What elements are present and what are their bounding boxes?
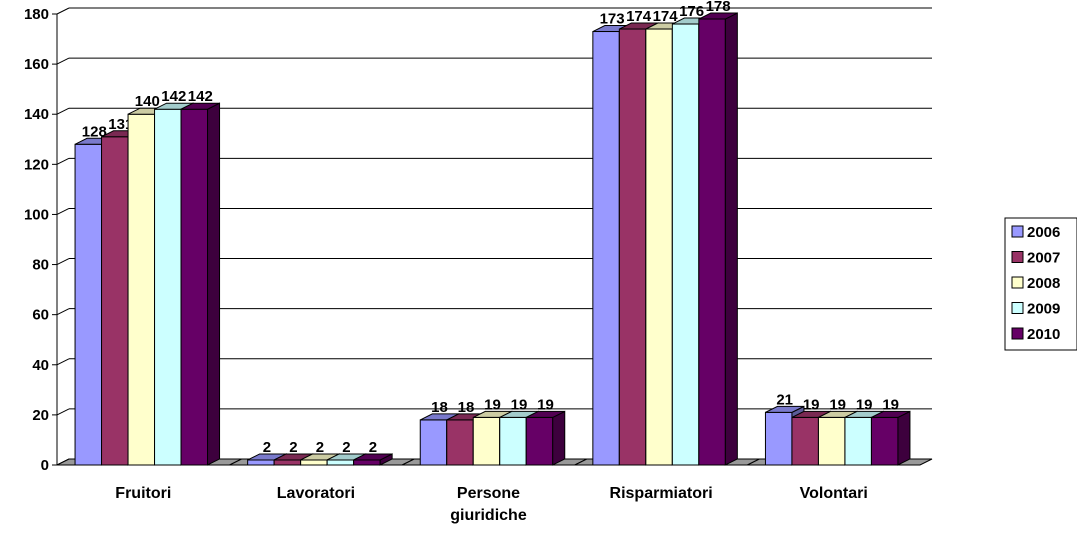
gridline-depth	[56, 207, 70, 215]
x-tick-label: Risparmiatori	[610, 485, 713, 502]
bar	[180, 108, 209, 466]
gridline-depth	[56, 57, 70, 65]
legend-swatch	[1011, 225, 1024, 238]
bar	[127, 113, 156, 466]
bar	[74, 143, 103, 466]
bar	[499, 416, 527, 466]
bar-side	[552, 410, 566, 466]
data-label: 19	[856, 396, 873, 413]
x-tick-label: Lavoratori	[277, 485, 355, 502]
bar	[472, 416, 501, 466]
bar	[618, 28, 647, 466]
y-tick-label: 20	[32, 407, 49, 424]
y-tick-label: 140	[24, 106, 49, 123]
y-tick-label: 40	[32, 357, 49, 374]
data-label: 2	[316, 439, 324, 456]
y-tick-label: 80	[32, 257, 49, 274]
gridline-depth	[56, 107, 70, 115]
x-tick-label: Persone giuridiche	[450, 485, 527, 524]
bar-top	[180, 102, 220, 110]
bar	[247, 459, 275, 466]
data-label: 19	[537, 396, 554, 413]
legend-swatch	[1011, 302, 1024, 314]
data-label: 19	[803, 396, 820, 413]
data-label: 2	[289, 439, 297, 456]
bar	[817, 416, 846, 466]
bar	[419, 419, 448, 466]
bar-top	[871, 410, 911, 418]
data-label: 142	[161, 88, 186, 105]
gridline-depth	[56, 358, 70, 366]
data-label: 18	[431, 399, 448, 416]
y-tick-label: 60	[32, 307, 49, 324]
bar	[326, 459, 355, 466]
bar	[645, 28, 673, 466]
data-label: 19	[882, 396, 899, 413]
bar	[764, 411, 793, 466]
x-tick-label: Fruitori	[115, 485, 171, 502]
bar-side	[207, 102, 221, 466]
data-label: 18	[458, 399, 475, 416]
bar	[525, 416, 554, 466]
data-label: 140	[135, 93, 160, 110]
legend-entry: 2009	[1027, 301, 1060, 318]
bar	[698, 18, 726, 466]
gridline-depth	[56, 258, 70, 266]
data-label: 2	[342, 439, 350, 456]
data-label: 19	[484, 396, 501, 413]
data-label: 176	[679, 3, 704, 20]
bar-top	[526, 410, 565, 418]
y-tick-label: 160	[24, 56, 49, 73]
bar-top	[353, 453, 393, 461]
bar	[791, 416, 819, 466]
bar	[300, 459, 328, 466]
gridline-depth	[56, 7, 70, 15]
data-label: 131	[108, 116, 133, 133]
data-label: 174	[653, 8, 679, 25]
bar	[101, 136, 129, 466]
y-tick-label: 120	[24, 156, 49, 173]
bar	[870, 416, 899, 466]
legend-entry: 2006	[1027, 224, 1060, 241]
bar-top	[765, 405, 805, 413]
data-label: 19	[511, 396, 528, 413]
gridline-depth	[56, 408, 70, 416]
y-tick-label: 100	[24, 206, 49, 223]
bar	[273, 459, 302, 466]
legend-swatch	[1011, 327, 1024, 340]
y-tick-label: 180	[24, 6, 49, 23]
y-tick-label: 0	[41, 457, 49, 474]
data-label: 128	[82, 123, 107, 140]
legend-entry: 2010	[1027, 326, 1060, 343]
legend-entry: 2008	[1027, 275, 1060, 292]
gridline-depth	[56, 157, 70, 165]
bar	[154, 108, 182, 466]
data-label: 142	[188, 88, 213, 105]
data-label: 2	[369, 439, 377, 456]
bar	[446, 419, 474, 466]
bar-side	[724, 12, 738, 466]
data-label: 2	[263, 439, 271, 456]
bar-top	[698, 12, 738, 20]
data-label: 174	[626, 8, 652, 25]
bar	[671, 23, 700, 466]
bar	[844, 416, 872, 466]
legend-swatch	[1011, 276, 1024, 289]
data-label: 173	[600, 11, 625, 28]
x-tick-label: Volontari	[800, 485, 868, 502]
legend-swatch	[1011, 251, 1024, 263]
data-label: 178	[706, 0, 731, 15]
bar	[353, 459, 381, 466]
bar-side	[897, 410, 911, 466]
bar	[592, 31, 620, 466]
data-label: 19	[829, 396, 846, 413]
gridline-depth	[56, 308, 70, 316]
legend-entry: 2007	[1027, 250, 1060, 267]
data-label: 21	[776, 391, 793, 408]
